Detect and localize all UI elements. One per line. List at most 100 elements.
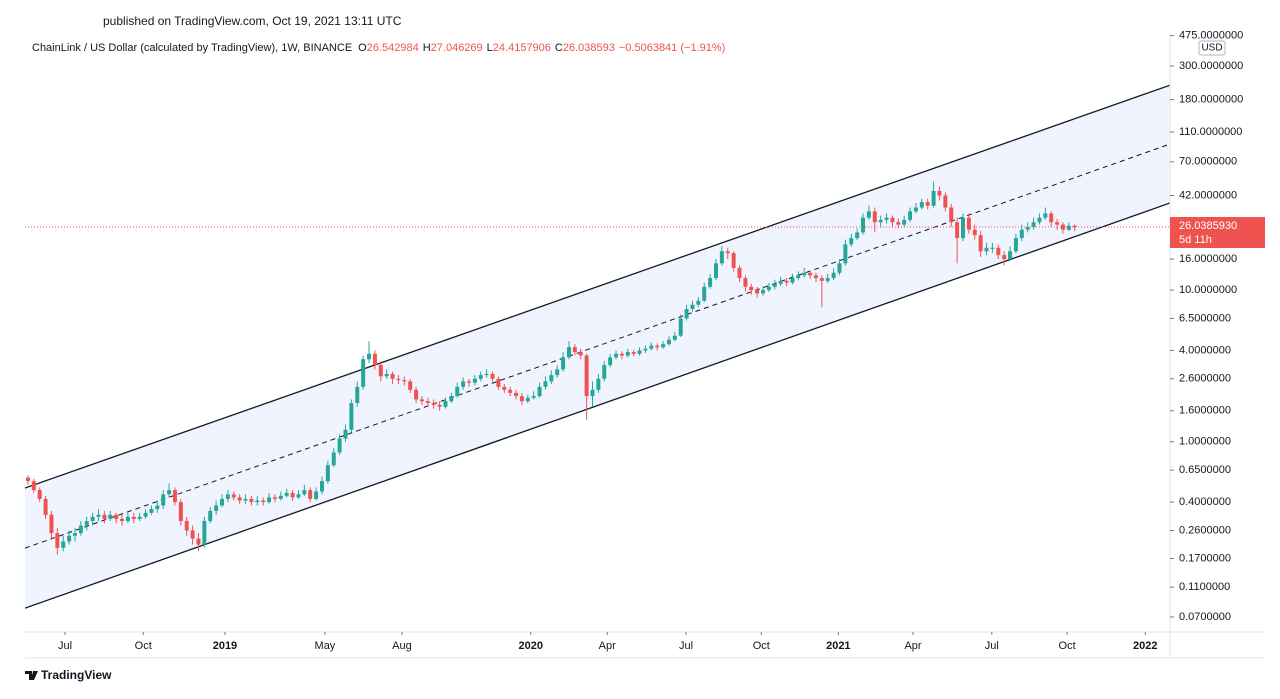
countdown: 5d 11h: [1179, 234, 1212, 246]
legend-line: ChainLink / US Dollar (calculated by Tra…: [32, 42, 725, 54]
y-tick-label: 6.5000000: [1179, 312, 1231, 324]
candle-body: [208, 510, 213, 522]
candle-body: [508, 389, 513, 393]
candle-body: [749, 286, 754, 291]
y-tick-label: 4.0000000: [1179, 344, 1231, 356]
candle-body: [996, 247, 1001, 256]
candle-body: [78, 525, 83, 534]
x-tick-label: Apr: [904, 640, 921, 652]
candle-body: [937, 190, 942, 196]
currency: USD: [1201, 43, 1222, 54]
candle-body: [602, 365, 607, 379]
candle-body: [225, 494, 230, 499]
candle-body: [220, 498, 225, 506]
channel-middle: [25, 143, 1170, 549]
candle-body: [161, 494, 166, 506]
candle-body: [590, 389, 595, 397]
ohlc-value: 26.542984: [367, 42, 419, 54]
candle-body: [402, 380, 407, 382]
candle-body: [878, 219, 883, 223]
candle-body: [537, 386, 542, 397]
candle-body: [331, 452, 336, 466]
candle-body: [555, 369, 560, 376]
candle-body: [202, 521, 207, 545]
candle-body: [137, 516, 142, 519]
y-tick-label: 0.2600000: [1179, 524, 1231, 536]
candle-body: [31, 481, 36, 491]
candle-body: [737, 267, 742, 279]
candle-body: [96, 514, 101, 517]
candle-body: [414, 389, 419, 400]
candle-body: [566, 347, 571, 358]
candle-body: [178, 502, 183, 522]
candle-body: [1008, 251, 1013, 260]
candle-body: [884, 217, 889, 220]
candle-body: [302, 490, 307, 495]
candle-body: [972, 229, 977, 236]
candle-body: [896, 222, 901, 225]
x-tick-label: 2022: [1133, 640, 1157, 652]
candle-body: [343, 429, 348, 439]
candle-body: [1060, 224, 1065, 230]
candle-body: [67, 535, 72, 542]
candle-body: [290, 492, 295, 498]
candle-body: [614, 353, 619, 358]
candle-body: [55, 533, 60, 548]
candle-body: [49, 514, 54, 534]
x-tick-label: Oct: [1059, 640, 1076, 652]
candle-body: [396, 378, 401, 381]
candle-body: [643, 348, 648, 351]
y-tick-label: 1.6000000: [1179, 405, 1231, 417]
candle-body: [790, 278, 795, 283]
brand: TradingView: [25, 668, 112, 682]
candle-body: [172, 490, 177, 503]
candle-body: [925, 202, 930, 206]
candle-body: [696, 300, 701, 305]
candle-body: [308, 490, 313, 499]
candle-body: [443, 401, 448, 407]
candle-body: [631, 352, 636, 354]
candle-body: [890, 217, 895, 223]
candle-body: [278, 495, 283, 499]
candle-body: [484, 373, 489, 376]
candle-body: [149, 509, 154, 513]
candle-body: [549, 375, 554, 382]
y-tick-label: 300.0000000: [1179, 60, 1243, 72]
candle-body: [25, 477, 30, 482]
candle-body: [378, 365, 383, 377]
x-tick-label: 2020: [519, 640, 543, 652]
candle-body: [214, 505, 219, 511]
candle-body: [1031, 222, 1036, 228]
candle-body: [637, 350, 642, 354]
x-tick-label: Jul: [679, 640, 693, 652]
candle-body: [702, 286, 707, 301]
candle-body: [1002, 255, 1007, 260]
candle-body: [319, 481, 324, 492]
candle-body: [108, 514, 113, 519]
candle-body: [619, 353, 624, 356]
x-tick-label: 2021: [826, 640, 850, 652]
candle-body: [984, 247, 989, 252]
candle-body: [872, 211, 877, 223]
candle-body: [514, 392, 519, 397]
candle-body: [625, 352, 630, 356]
candle-body: [384, 373, 389, 377]
candle-body: [772, 283, 777, 287]
published-note: published on TradingView.com, Oct 19, 20…: [103, 14, 402, 28]
candle-body: [61, 541, 66, 548]
ohlc-value: 24.4157906: [493, 42, 551, 54]
candle-body: [243, 498, 248, 501]
candle-body: [502, 386, 507, 390]
candle-body: [978, 235, 983, 252]
candle-body: [231, 494, 236, 498]
candle-body: [843, 244, 848, 264]
candle-body: [990, 247, 995, 249]
candle-body: [778, 280, 783, 284]
candle-body: [284, 492, 289, 496]
candle-body: [72, 533, 77, 536]
y-tick-label: 475.0000000: [1179, 30, 1243, 42]
candle-body: [784, 280, 789, 283]
candle-body: [461, 381, 466, 387]
brand-name: TradingView: [41, 668, 112, 682]
candle-body: [919, 202, 924, 208]
